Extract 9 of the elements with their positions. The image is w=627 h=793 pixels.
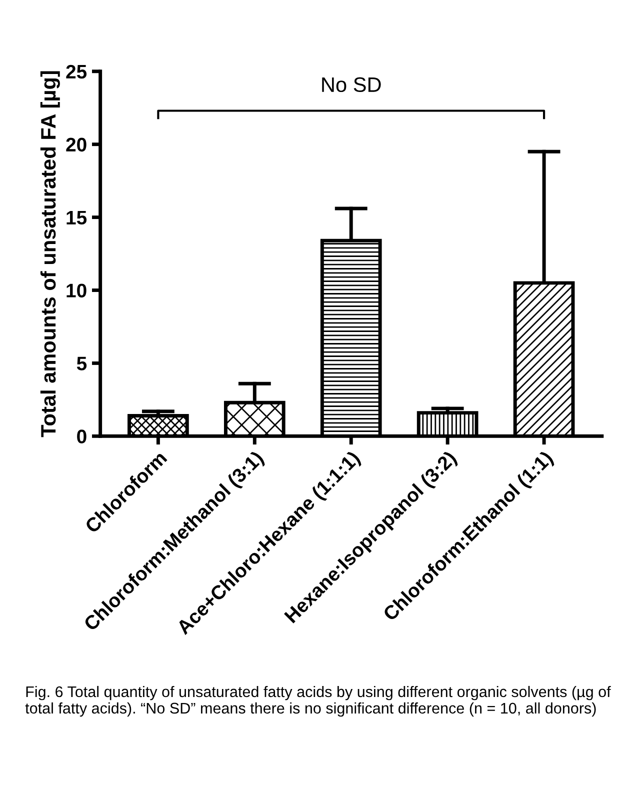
y-tick-label: 10: [66, 284, 86, 298]
caption: Fig. 6 Total quantity of unsaturated fatty acids by using different organic solvents (µg of total fatty acids). “No SD” means there is no significant difference (n = 10, all donors): [25, 686, 611, 717]
y-tick-label: 0: [77, 430, 86, 444]
y-tick-label: 15: [66, 210, 87, 225]
y-axis-title: Total amounts of unsaturated FA [µg]: [40, 71, 60, 438]
y-tick-label: 5: [76, 356, 87, 370]
annotation: No SD: [322, 77, 381, 92]
y-tick-label: 20: [66, 138, 86, 152]
y-tick-label: 25: [66, 64, 87, 79]
